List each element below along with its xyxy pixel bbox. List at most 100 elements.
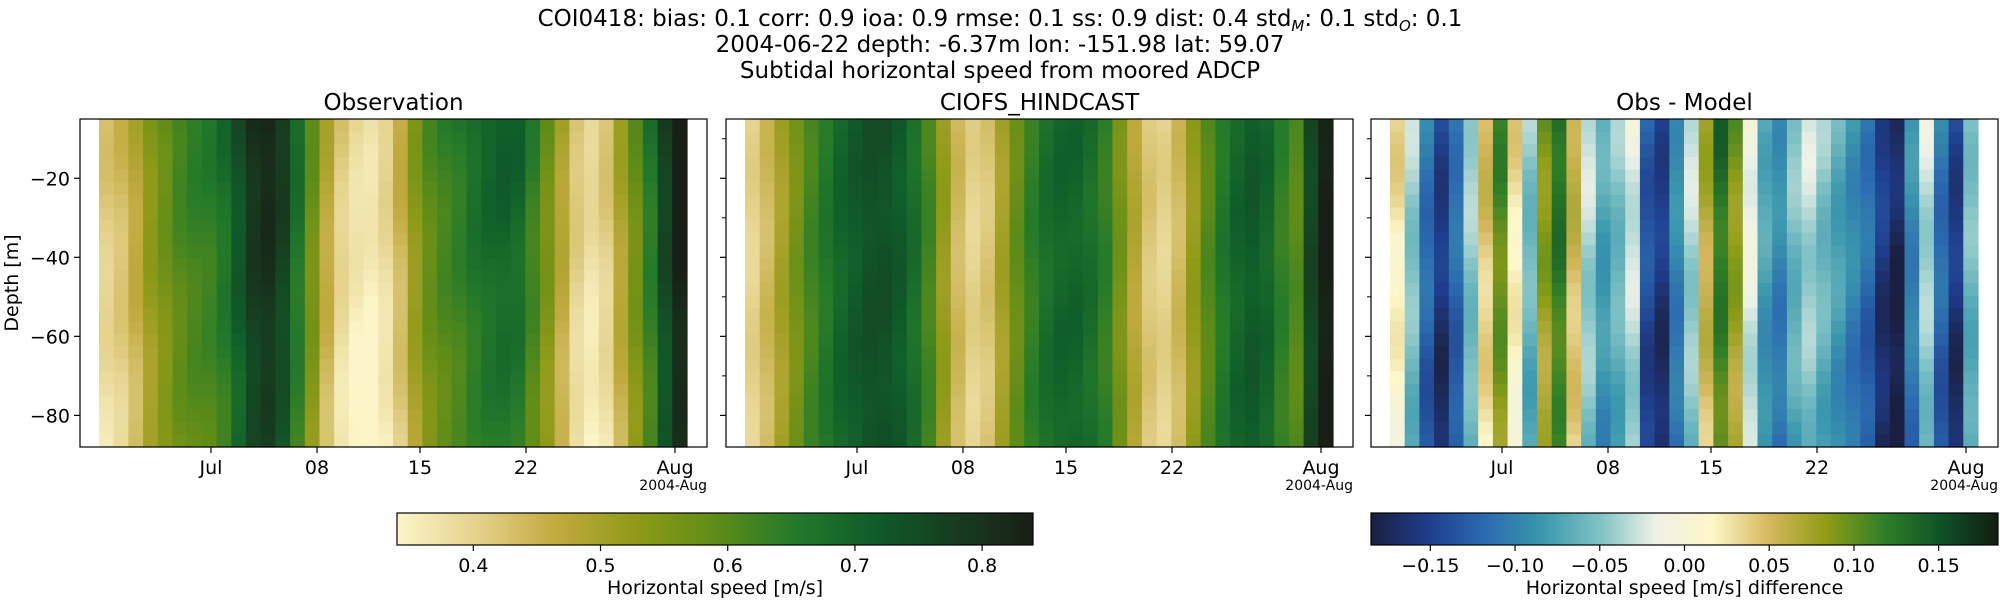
heatmap-cell: [143, 320, 159, 335]
heatmap-cell: [1244, 182, 1261, 196]
heatmap-cell: [584, 144, 600, 158]
heatmap-cell: [892, 434, 908, 448]
x-tick-label: Jul: [1490, 457, 1514, 479]
heatmap-cell: [1904, 219, 1920, 234]
heatmap-cell: [348, 396, 365, 410]
heatmap-cell: [1537, 257, 1553, 271]
heatmap-cell: [1904, 320, 1920, 335]
heatmap-cell: [275, 283, 291, 297]
heatmap-cell: [1684, 409, 1700, 423]
heatmap-cell: [789, 396, 805, 410]
heatmap-cell: [759, 245, 775, 259]
heatmap-cell: [1127, 232, 1143, 246]
heatmap-cell: [1448, 358, 1465, 372]
heatmap-cell: [1492, 358, 1509, 372]
heatmap-cell: [1904, 295, 1920, 309]
heatmap-cell: [1507, 194, 1523, 208]
heatmap-cell: [1434, 270, 1450, 284]
heatmap-cell: [994, 144, 1011, 158]
heatmap-cell: [1728, 409, 1744, 423]
heatmap-cell: [304, 182, 321, 196]
heatmap-cell: [1112, 346, 1128, 360]
heatmap-cell: [847, 257, 864, 271]
heatmap-cell: [1551, 346, 1567, 360]
heatmap-cell: [1669, 409, 1685, 423]
heatmap-cell: [1141, 245, 1158, 259]
heatmap-cell: [818, 182, 834, 196]
heatmap-cell: [1274, 358, 1290, 372]
heatmap-cell: [818, 144, 834, 158]
heatmap-cell: [1786, 144, 1803, 158]
heatmap-cell: [1215, 144, 1231, 158]
heatmap-cell: [99, 156, 115, 171]
heatmap-cell: [348, 308, 365, 322]
heatmap-cell: [304, 270, 321, 284]
heatmap-cell: [847, 207, 864, 221]
heatmap-cell: [290, 119, 306, 133]
heatmap-cell: [1288, 409, 1305, 423]
heatmap-cell: [554, 182, 570, 196]
heatmap-cell: [1230, 144, 1246, 158]
heatmap-cell: [1728, 346, 1744, 360]
heatmap-cell: [1963, 333, 1979, 347]
heatmap-cell: [510, 270, 526, 284]
heatmap-cell: [642, 308, 659, 322]
heatmap-cell: [1801, 383, 1817, 398]
heatmap-cell: [833, 156, 849, 171]
heatmap-cell: [1478, 245, 1494, 259]
heatmap-cell: [1390, 409, 1406, 423]
heatmap-cell: [466, 409, 482, 423]
heatmap-cell: [789, 283, 805, 297]
heatmap-cell: [1419, 283, 1435, 297]
heatmap-cell: [1757, 131, 1773, 145]
heatmap-cell: [246, 346, 262, 360]
heatmap-cell: [1024, 421, 1040, 435]
heatmap-cell: [304, 295, 321, 309]
heatmap-cell: [1948, 144, 1964, 158]
heatmap-cell: [613, 131, 629, 145]
heatmap-cell: [1141, 333, 1158, 347]
heatmap-cell: [157, 257, 174, 271]
heatmap-cell: [393, 421, 409, 435]
heatmap-cell: [1595, 434, 1612, 448]
heatmap-cell: [495, 207, 512, 221]
heatmap-cell: [1156, 409, 1172, 423]
heatmap-cell: [1522, 119, 1538, 133]
heatmap-cell: [1053, 194, 1069, 208]
heatmap-cell: [1919, 131, 1935, 145]
heatmap-cell: [1274, 131, 1290, 145]
heatmap-cell: [1948, 219, 1964, 234]
heatmap-cell: [936, 169, 952, 183]
heatmap-cell: [422, 371, 438, 385]
heatmap-cell: [1904, 232, 1920, 246]
heatmap-cell: [246, 358, 262, 372]
heatmap-cell: [1478, 333, 1494, 347]
heatmap-cell: [921, 194, 937, 208]
heatmap-cell: [803, 283, 820, 297]
heatmap-cell: [1639, 434, 1656, 448]
heatmap-cell: [1522, 245, 1538, 259]
heatmap-cell: [290, 346, 306, 360]
heatmap-cell: [1112, 409, 1128, 423]
heatmap-cell: [1831, 194, 1847, 208]
heatmap-cell: [99, 333, 115, 347]
heatmap-cell: [759, 396, 775, 410]
heatmap-cell: [1698, 396, 1714, 410]
heatmap-cell: [1684, 144, 1700, 158]
heatmap-cell: [1478, 207, 1494, 221]
heatmap-cell: [1889, 270, 1906, 284]
heatmap-cell: [745, 245, 761, 259]
heatmap-cell: [1215, 245, 1231, 259]
heatmap-cell: [1948, 358, 1964, 372]
heatmap-cell: [216, 219, 232, 234]
heatmap-cell: [994, 182, 1011, 196]
heatmap-cell: [1083, 308, 1099, 322]
heatmap-cell: [1684, 396, 1700, 410]
heatmap-cell: [437, 270, 453, 284]
heatmap-cell: [1463, 257, 1479, 271]
heatmap-cell: [598, 409, 615, 423]
heatmap-cell: [1478, 346, 1494, 360]
heatmap-cell: [1654, 169, 1670, 183]
heatmap-cell: [1404, 182, 1420, 196]
